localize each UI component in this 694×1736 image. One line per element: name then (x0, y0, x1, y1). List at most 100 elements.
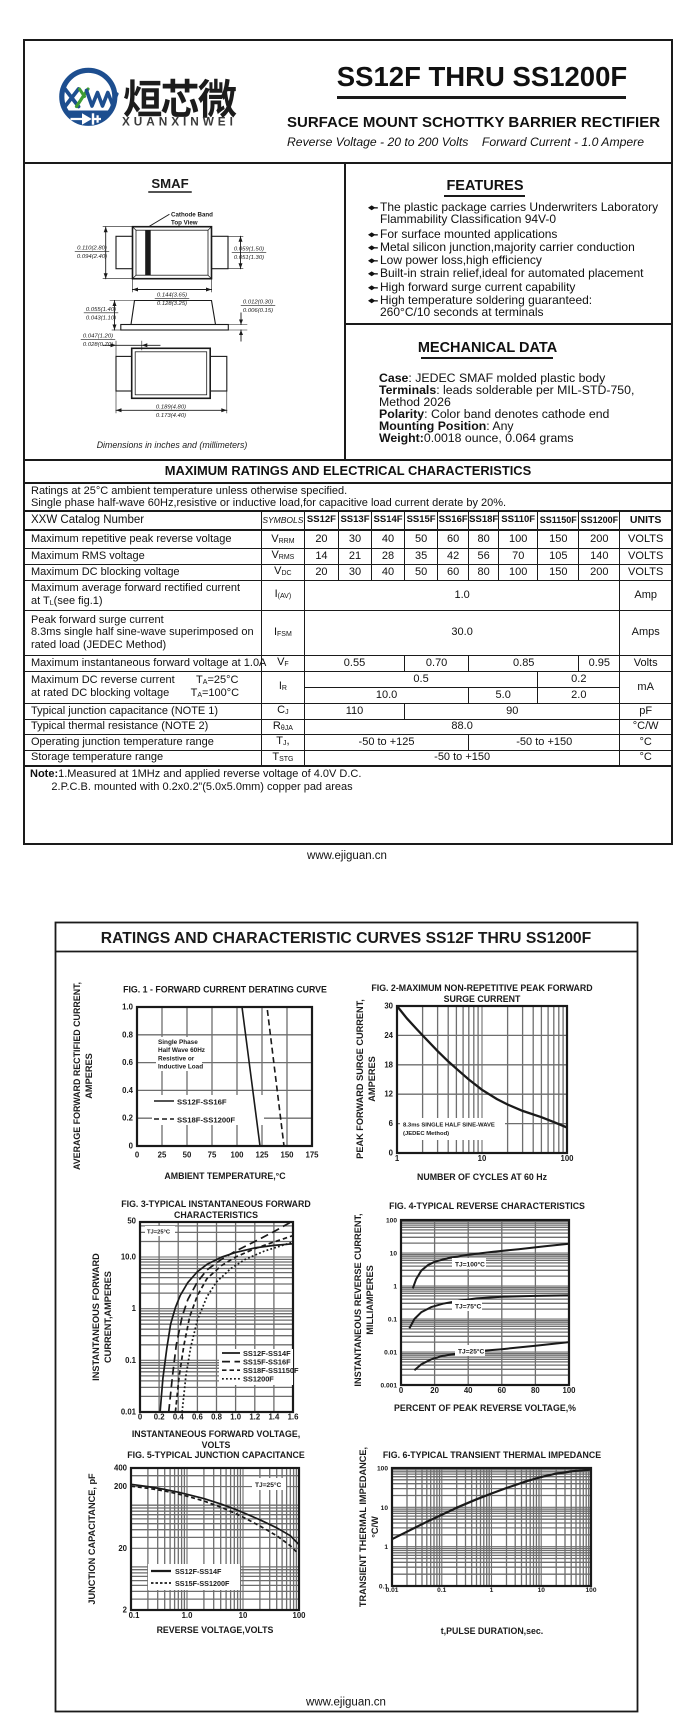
svg-text:100: 100 (292, 1611, 306, 1620)
svg-text:100: 100 (377, 1466, 388, 1473)
svg-text:6: 6 (389, 1119, 394, 1128)
svg-text:0.2: 0.2 (154, 1413, 166, 1422)
svg-text:40: 40 (464, 1386, 473, 1395)
svg-text:0.1: 0.1 (129, 1611, 141, 1620)
svg-text:°C/W: °C/W (370, 1516, 380, 1538)
svg-text:0: 0 (129, 1142, 134, 1151)
svg-text:25: 25 (158, 1151, 167, 1160)
svg-text:125: 125 (255, 1151, 269, 1160)
svg-text:Resistive or: Resistive or (158, 1055, 195, 1062)
svg-text:0.128(3.25): 0.128(3.25) (157, 301, 187, 307)
svg-text:0.006(0.15): 0.006(0.15) (243, 308, 273, 314)
svg-text:100: 100 (230, 1151, 244, 1160)
svg-text:0.001: 0.001 (380, 1383, 397, 1390)
svg-text:30: 30 (384, 1002, 393, 1011)
svg-text:0.4: 0.4 (122, 1086, 134, 1095)
svg-text:100: 100 (386, 1218, 397, 1225)
svg-text:SS12F-SS14F: SS12F-SS14F (175, 1567, 222, 1576)
svg-text:200: 200 (114, 1482, 128, 1491)
svg-text:0.4: 0.4 (173, 1413, 185, 1422)
svg-text:60: 60 (497, 1386, 506, 1395)
svg-text:AMPERES: AMPERES (84, 1053, 94, 1098)
svg-text:0.1: 0.1 (379, 1584, 388, 1591)
svg-text:0.6: 0.6 (192, 1413, 204, 1422)
svg-text:0: 0 (135, 1151, 140, 1160)
svg-text:FIG. 4-TYPICAL REVERSE CHARACT: FIG. 4-TYPICAL REVERSE CHARACTERISTICS (389, 1201, 585, 1211)
svg-text:0.051(1.30): 0.051(1.30) (234, 255, 264, 261)
svg-text:VOLTS: VOLTS (202, 1440, 231, 1450)
svg-text:50: 50 (183, 1151, 192, 1160)
svg-text:FIG. 5-TYPICAL JUNCTION CAPACI: FIG. 5-TYPICAL JUNCTION CAPACITANCE (127, 1450, 305, 1460)
svg-text:FIG. 1 - FORWARD CURRENT DERAT: FIG. 1 - FORWARD CURRENT DERATING CURVE (123, 985, 327, 995)
svg-text:0.01: 0.01 (384, 1350, 397, 1357)
svg-text:TJ=25°C: TJ=25°C (458, 1348, 485, 1356)
svg-text:10: 10 (381, 1505, 389, 1512)
svg-text:TRANSIENT THERMAL IMPEDANCE,: TRANSIENT THERMAL IMPEDANCE, (358, 1447, 368, 1607)
svg-text:8.3ms SINGLE HALF SINE-WAVE: 8.3ms SINGLE HALF SINE-WAVE (403, 1123, 495, 1129)
svg-text:MILLIAMPERES: MILLIAMPERES (365, 1265, 375, 1334)
svg-text:0.012(0.30): 0.012(0.30) (243, 300, 273, 306)
svg-text:12: 12 (384, 1090, 393, 1099)
svg-text:TJ=100°C: TJ=100°C (455, 1261, 485, 1269)
svg-text:FIG. 3-TYPICAL INSTANTANEOUS F: FIG. 3-TYPICAL INSTANTANEOUS FORWARD (121, 1199, 310, 1209)
svg-text:75: 75 (208, 1151, 217, 1160)
svg-text:10: 10 (239, 1611, 248, 1620)
svg-text:1.0: 1.0 (182, 1611, 194, 1620)
svg-text:0.028(0.70): 0.028(0.70) (83, 342, 113, 348)
svg-text:150: 150 (280, 1151, 294, 1160)
svg-text:SS18F-SS1150F: SS18F-SS1150F (243, 1366, 299, 1375)
svg-text:INSTANTANEOUS FORWARD: INSTANTANEOUS FORWARD (91, 1253, 101, 1381)
svg-text:400: 400 (114, 1464, 128, 1473)
svg-text:0.047(1.20): 0.047(1.20) (83, 334, 113, 340)
svg-text:SS12F-SS16F: SS12F-SS16F (177, 1098, 227, 1107)
svg-text:100: 100 (562, 1386, 576, 1395)
svg-text:SMAF: SMAF (151, 176, 188, 191)
svg-text:CHARACTERISTICS: CHARACTERISTICS (174, 1210, 258, 1220)
svg-text:TJ=75°C: TJ=75°C (455, 1303, 482, 1311)
svg-text:JUNCTION CAPACITANCE, pF: JUNCTION CAPACITANCE, pF (87, 1473, 97, 1605)
svg-text:2: 2 (123, 1606, 128, 1615)
svg-text:0.8: 0.8 (122, 1030, 134, 1039)
svg-text:0.1: 0.1 (437, 1587, 446, 1594)
svg-text:0.01: 0.01 (121, 1408, 137, 1417)
svg-text:0.055(1.40): 0.055(1.40) (86, 307, 116, 313)
svg-text:0: 0 (138, 1413, 143, 1422)
svg-text:REVERSE VOLTAGE,VOLTS: REVERSE VOLTAGE,VOLTS (157, 1625, 274, 1635)
svg-text:80: 80 (531, 1386, 540, 1395)
svg-text:AMBIENT TEMPERATURE,°C: AMBIENT TEMPERATURE,°C (164, 1171, 286, 1181)
svg-text:0: 0 (389, 1149, 394, 1158)
svg-text:0.1: 0.1 (125, 1356, 137, 1365)
svg-text:PEAK FORWARD SURGE CURRENT,: PEAK FORWARD SURGE CURRENT, (355, 999, 365, 1159)
svg-text:Cathode Band: Cathode Band (171, 212, 213, 219)
svg-text:0: 0 (399, 1386, 404, 1395)
svg-text:RATINGS AND CHARACTERISTIC CUR: RATINGS AND CHARACTERISTIC CURVES SS12F … (101, 930, 592, 947)
svg-text:SS12F-SS14F: SS12F-SS14F (243, 1349, 291, 1358)
svg-text:0.173(4.40): 0.173(4.40) (156, 413, 186, 419)
svg-text:0.094(2.40): 0.094(2.40) (77, 254, 107, 260)
svg-text:0.059(1.50): 0.059(1.50) (234, 247, 264, 253)
svg-text:INSTANTANEOUS REVERSE CURRENT,: INSTANTANEOUS REVERSE CURRENT, (353, 1213, 363, 1386)
svg-text:1: 1 (393, 1284, 397, 1291)
svg-text:PERCENT OF PEAK REVERSE VOLTAG: PERCENT OF PEAK REVERSE VOLTAGE,% (394, 1403, 576, 1413)
svg-text:20: 20 (430, 1386, 439, 1395)
svg-text:Top View: Top View (171, 220, 198, 227)
svg-text:0.6: 0.6 (122, 1058, 134, 1067)
svg-text:1.4: 1.4 (268, 1413, 280, 1422)
svg-text:0.01: 0.01 (386, 1587, 399, 1594)
svg-text:0.2: 0.2 (122, 1114, 134, 1123)
svg-text:1.2: 1.2 (249, 1413, 261, 1422)
svg-text:0.189(4.80): 0.189(4.80) (156, 405, 186, 411)
svg-text:FIG. 6-TYPICAL TRANSIENT THERM: FIG. 6-TYPICAL TRANSIENT THERMAL IMPEDAN… (383, 1450, 601, 1460)
svg-text:Dimensions in inches and (mill: Dimensions in inches and (millimeters) (97, 440, 248, 450)
svg-text:1.0: 1.0 (230, 1413, 242, 1422)
svg-text:0.110(2.80): 0.110(2.80) (77, 246, 107, 252)
svg-text:0.8: 0.8 (211, 1413, 223, 1422)
svg-text:www.ejiguan.cn: www.ejiguan.cn (305, 1697, 386, 1709)
svg-text:100: 100 (560, 1154, 574, 1163)
svg-text:1: 1 (490, 1587, 494, 1594)
svg-text:INSTANTANEOUS FORWARD VOLTAGE,: INSTANTANEOUS FORWARD VOLTAGE, (132, 1429, 300, 1439)
svg-text:10: 10 (478, 1154, 487, 1163)
svg-text:SURGE CURRENT: SURGE CURRENT (444, 994, 521, 1004)
svg-text:SS15F-SS1200F: SS15F-SS1200F (175, 1579, 230, 1588)
svg-text:10.0: 10.0 (121, 1253, 137, 1262)
